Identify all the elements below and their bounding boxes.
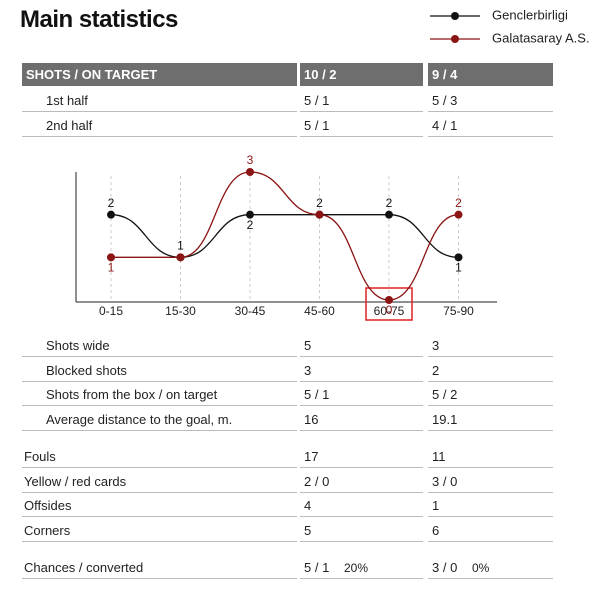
data-label: 2 (247, 218, 254, 232)
x-tick-label: 15-30 (165, 304, 196, 318)
data-label: 2 (455, 196, 462, 210)
table-cell: 3 / 0 (428, 469, 553, 493)
data-point (246, 210, 254, 219)
data-label: 1 (108, 261, 115, 275)
legend-marker (451, 35, 459, 43)
data-label: 0 (386, 303, 393, 317)
cell-part: 3 / 0 (432, 560, 458, 575)
table-cell: 5 / 2 (428, 382, 553, 407)
series-line (111, 171, 459, 301)
data-label: 2 (386, 196, 393, 210)
title: Main statistics (20, 6, 178, 33)
legend-marker (451, 12, 459, 20)
data-point (385, 296, 393, 304)
table-cell: 16 (300, 407, 423, 432)
table-cell: 5 / 1 (300, 88, 423, 112)
table-cell: 5 (300, 518, 423, 543)
highlight-box (365, 287, 413, 321)
table-cell: Average distance to the goal, m. (22, 407, 297, 432)
cell-part: 20% (344, 561, 369, 575)
cell-part: 5 / 1 (304, 560, 330, 575)
table-cell: 2 / 0 (300, 469, 423, 493)
table-cell: 5 / 3 (428, 88, 553, 112)
data-point (454, 210, 463, 219)
x-tick-label: 0-15 (99, 304, 123, 318)
table-cell: 1 (428, 493, 553, 518)
x-tick-label: 45-60 (304, 304, 335, 318)
table-cell: 5 / 1 (300, 113, 423, 137)
table-cell: Corners (22, 518, 297, 543)
cell-part: 0% (472, 561, 490, 575)
table-cell: 4 / 1 (428, 113, 553, 137)
table-cell: Offsides (22, 493, 297, 518)
x-tick-label: 75-90 (443, 304, 474, 318)
header-cell: 9 / 4 (428, 63, 553, 86)
table-cell: 5 (300, 333, 423, 357)
header-cell: SHOTS / ON TARGET (22, 63, 297, 86)
data-label: 2 (108, 196, 115, 210)
data-point (176, 253, 185, 262)
table-cell: 5 / 1 (300, 382, 423, 407)
legend-label: Galatasaray A.S. (492, 30, 590, 45)
table-cell: 17 (300, 444, 423, 468)
table-cell: Yellow / red cards (22, 469, 297, 493)
data-label: 1 (177, 239, 184, 253)
table-cell: Fouls (22, 444, 297, 468)
table-cell: 2 (428, 358, 553, 382)
series-line (110, 214, 459, 258)
table-cell: 6 (428, 518, 553, 543)
table-cell: 3 / 0 0% (428, 555, 553, 579)
x-tick-label: 60-75 (374, 304, 405, 318)
data-point (315, 210, 324, 219)
table-cell: Blocked shots (22, 358, 297, 382)
data-point (385, 210, 393, 219)
data-point (107, 253, 115, 262)
table-cell: Chances / converted (22, 555, 297, 579)
table-cell: 1st half (22, 88, 297, 112)
table-cell: 4 (300, 493, 423, 518)
table-cell: 19.1 (428, 407, 553, 432)
legend-label: Genclerbirligi (492, 7, 568, 22)
data-label: 1 (455, 261, 462, 275)
data-label: 2 (316, 196, 323, 210)
table-cell: 2nd half (22, 113, 297, 137)
table-cell: 5 / 1 20% (300, 555, 423, 579)
data-label: 3 (247, 153, 254, 167)
data-point (454, 253, 463, 262)
data-point (107, 210, 115, 219)
table-cell: 11 (428, 444, 553, 468)
data-point (246, 168, 254, 176)
header-cell: 10 / 2 (300, 63, 423, 86)
table-cell: 3 (428, 333, 553, 357)
x-tick-label: 30-45 (235, 304, 266, 318)
table-cell: Shots wide (22, 333, 297, 357)
table-cell: Shots from the box / on target (22, 382, 297, 407)
table-cell: 3 (300, 358, 423, 382)
